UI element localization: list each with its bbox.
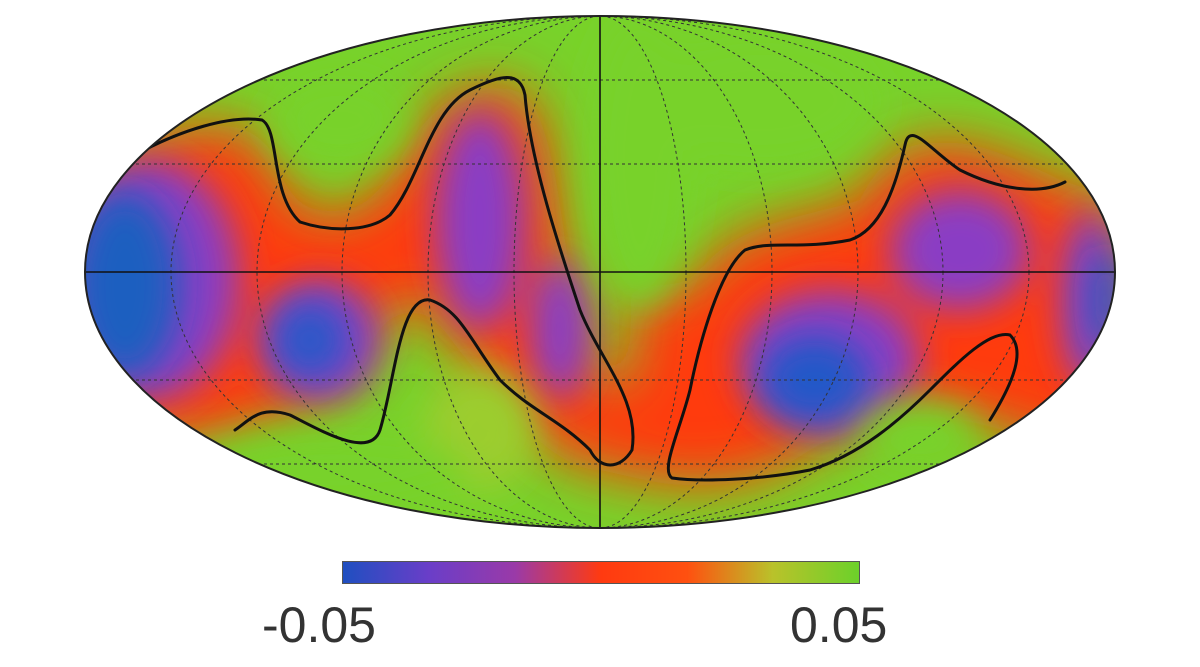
colorbar <box>342 561 860 584</box>
map-border <box>84 15 1116 529</box>
colorbar-min-label: -0.05 <box>262 597 376 653</box>
zero-contours <box>133 76 1067 482</box>
colorbar-max-label: 0.05 <box>790 597 888 653</box>
mollweide-sky-map <box>84 15 1116 529</box>
map-field <box>85 16 1115 528</box>
contour-line <box>666 134 1067 482</box>
contour-line <box>133 76 635 467</box>
